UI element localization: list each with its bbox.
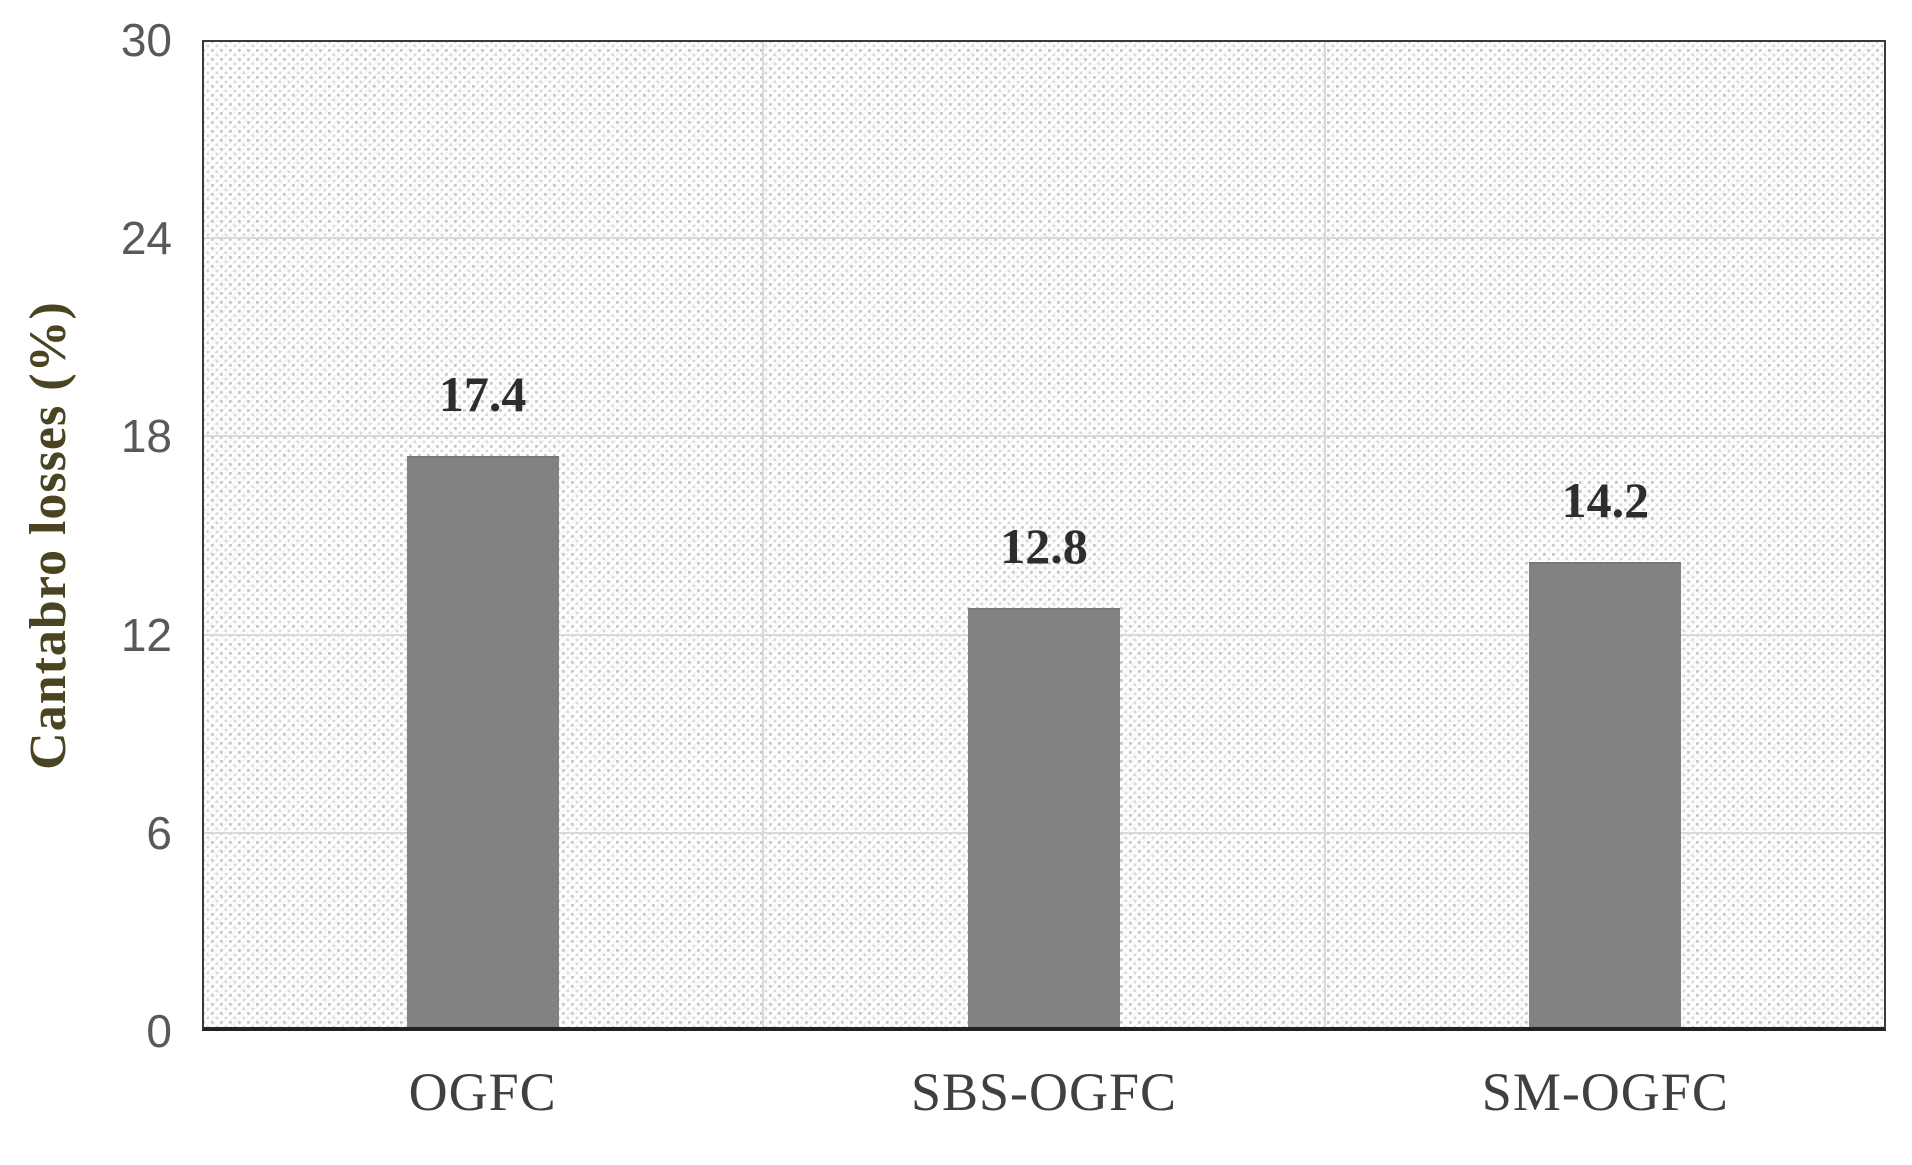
data-label-sm-ogfc: 14.2 [1561, 471, 1650, 528]
x-category-label-sm-ogfc: SM-OGFC [1481, 1062, 1729, 1122]
y-axis-title: Cantabro losses (%) [0, 40, 96, 1031]
bar-ogfc [406, 456, 559, 1031]
y-tick-label-6: 6 [146, 806, 172, 859]
gridline-y-24 [202, 237, 1886, 240]
y-axis-title-text: Cantabro losses (%) [19, 301, 77, 770]
gridline-y-18 [202, 435, 1886, 438]
data-label-sbs-ogfc: 12.8 [1000, 518, 1088, 575]
gridline-category-separator-2 [1323, 40, 1326, 1031]
data-label-ogfc: 17.4 [438, 366, 527, 423]
plot-area [202, 40, 1886, 1031]
y-tick-label-24: 24 [120, 212, 172, 265]
y-tick-label-18: 18 [120, 410, 172, 463]
y-tick-label-30: 30 [120, 14, 172, 66]
x-category-label-ogfc: OGFC [408, 1062, 557, 1122]
y-tick-label-12: 12 [120, 608, 172, 661]
bar-sm-ogfc [1529, 561, 1682, 1031]
bar-sbs-ogfc [968, 608, 1120, 1031]
gridline-category-separator-1 [762, 40, 765, 1031]
y-tick-label-0: 0 [146, 1005, 172, 1057]
x-category-label-sbs-ogfc: SBS-OGFC [910, 1062, 1178, 1122]
